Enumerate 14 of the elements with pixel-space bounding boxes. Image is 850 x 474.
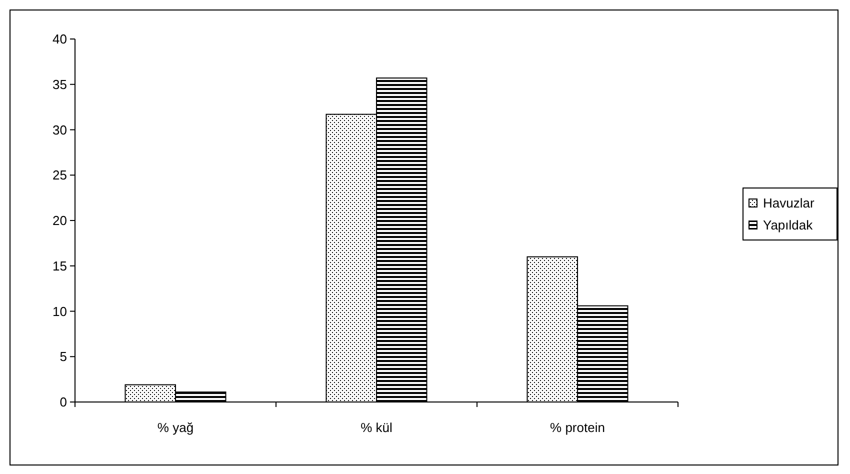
y-tick-label: 30 [52, 122, 67, 138]
x-tick-label: % kül [360, 420, 392, 435]
y-tick-label: 25 [52, 168, 67, 183]
legend-label: Havuzlar [763, 196, 815, 211]
x-tick-label: % yağ [157, 420, 194, 435]
y-tick-label: 35 [52, 76, 67, 92]
y-tick-label: 0 [60, 394, 67, 410]
y-tick-label: 20 [52, 213, 67, 228]
legend-label: Yapıldak [763, 218, 814, 233]
x-tick-label: % protein [550, 420, 605, 435]
y-tick-label: 15 [52, 258, 67, 274]
y-tick-label: 10 [52, 304, 67, 319]
y-tick-label: 40 [52, 32, 67, 47]
y-tick-label: 5 [60, 349, 67, 364]
